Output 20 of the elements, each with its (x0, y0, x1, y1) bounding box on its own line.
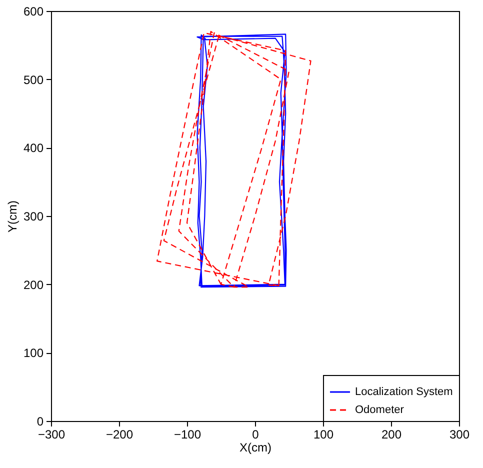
y-tick-label: 500 (23, 72, 44, 87)
legend-label: Localization System (355, 386, 453, 398)
y-tick-label: 600 (23, 4, 44, 18)
x-axis-title: X(cm) (240, 440, 272, 454)
line-series (156, 30, 312, 288)
y-tick-label: 0 (36, 414, 44, 428)
x-tick-label: −100 (174, 428, 202, 442)
y-axis-title: Y(cm) (5, 200, 20, 232)
line-series (196, 34, 287, 288)
x-tick-label: 0 (252, 428, 260, 442)
x-tick-label: −200 (106, 428, 134, 442)
y-tick-label: 400 (23, 141, 44, 156)
x-tick-label: −300 (38, 428, 66, 442)
y-tick-label: 300 (23, 210, 44, 224)
x-tick-label: 200 (381, 428, 402, 442)
y-tick-label: 200 (23, 278, 44, 292)
y-tick-label: 100 (23, 346, 44, 360)
x-tick-label: 100 (313, 428, 334, 442)
legend-label: Odometer (355, 404, 404, 416)
x-tick-label: 300 (449, 428, 470, 442)
